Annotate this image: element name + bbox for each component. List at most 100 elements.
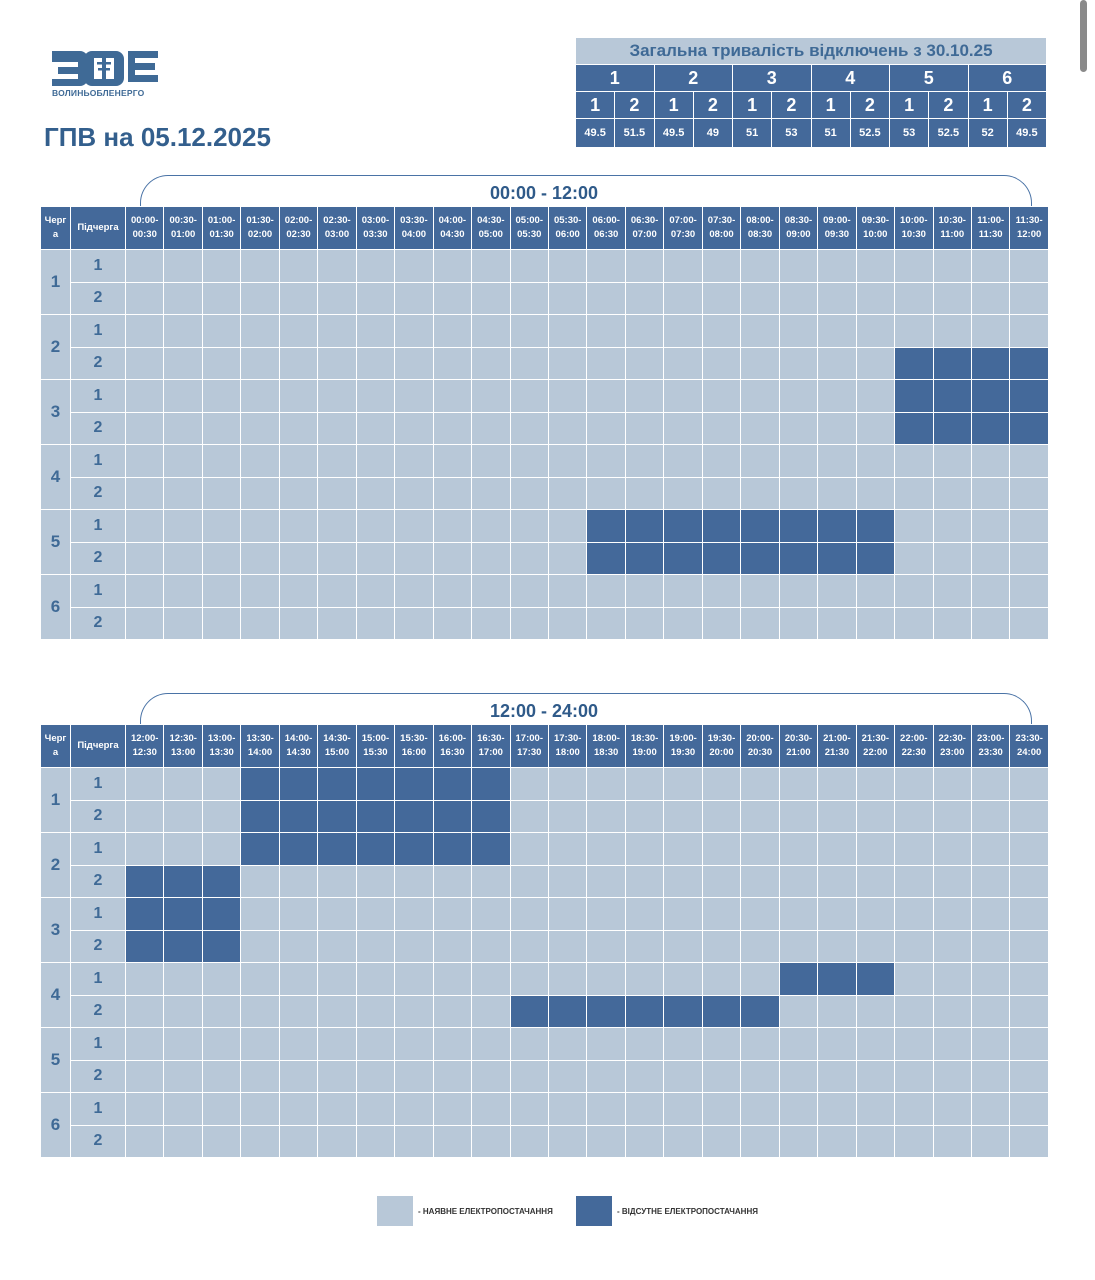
power-cell	[740, 1059, 780, 1093]
power-cell	[663, 897, 703, 931]
power-cell	[970, 962, 1011, 996]
power-cell	[547, 379, 588, 413]
power-cell	[586, 929, 626, 963]
power-cell	[932, 929, 972, 963]
power-cell	[970, 864, 1011, 898]
power-cell	[894, 541, 934, 575]
power-cell	[663, 929, 703, 963]
power-cell	[817, 1027, 857, 1061]
schedule-row: 2	[41, 1124, 1049, 1158]
power-cell	[740, 476, 780, 510]
power-cell	[163, 281, 203, 315]
scrollbar[interactable]	[1080, 0, 1087, 72]
time-slot-header: 13:30-14:00	[240, 724, 280, 768]
power-cell	[471, 346, 511, 380]
power-cell	[817, 864, 857, 898]
power-cell	[778, 1059, 819, 1093]
power-cell	[163, 314, 203, 348]
power-cell	[124, 476, 165, 510]
time-slot-header: 04:30-05:00	[471, 206, 511, 250]
power-cell	[1009, 249, 1049, 283]
time-slot-header: 17:30-18:00	[547, 724, 588, 768]
power-cell	[817, 832, 857, 866]
power-cell	[817, 314, 857, 348]
power-cell	[817, 411, 857, 445]
schedule-row: 2	[41, 864, 1049, 898]
power-cell	[201, 1027, 242, 1061]
time-slot-header: 12:00-12:30	[124, 724, 165, 768]
power-cell	[970, 929, 1011, 963]
power-cell	[471, 1027, 511, 1061]
queue-number: 4	[40, 962, 71, 1028]
power-cell	[509, 509, 549, 543]
subqueue-number: 2	[70, 411, 126, 445]
power-cell	[624, 574, 665, 608]
page-title: ГПВ на 05.12.2025	[44, 122, 271, 152]
power-cell	[278, 962, 319, 996]
power-cell	[547, 541, 588, 575]
power-cell	[355, 1027, 396, 1061]
power-cell	[1009, 864, 1049, 898]
power-cell	[547, 929, 588, 963]
power-cell	[163, 767, 203, 801]
summary-group: 2	[653, 64, 733, 92]
power-cell	[509, 314, 549, 348]
outage-cell	[163, 864, 203, 898]
power-cell	[586, 281, 626, 315]
power-cell	[586, 606, 626, 640]
power-cell	[278, 606, 319, 640]
power-cell	[1009, 1059, 1049, 1093]
power-cell	[1009, 281, 1049, 315]
power-cell	[355, 864, 396, 898]
power-cell	[970, 1059, 1011, 1093]
time-slot-header: 16:30-17:00	[471, 724, 511, 768]
outage-cell	[624, 994, 665, 1028]
power-cell	[394, 1027, 434, 1061]
summary-value: 49	[692, 118, 734, 148]
power-cell	[701, 249, 742, 283]
power-cell	[201, 346, 242, 380]
summary-subgroup: 2	[614, 91, 655, 119]
power-cell	[1009, 444, 1049, 478]
power-cell	[894, 509, 934, 543]
summary-group: 1	[575, 64, 655, 92]
schedule-row: 2	[41, 799, 1049, 833]
power-cell	[970, 1124, 1011, 1158]
schedule-row: 2	[41, 606, 1049, 640]
power-cell	[547, 962, 588, 996]
outage-cell	[124, 864, 165, 898]
power-cell	[432, 1027, 473, 1061]
outage-cell	[547, 994, 588, 1028]
outage-cell	[471, 799, 511, 833]
power-cell	[163, 346, 203, 380]
power-cell	[740, 929, 780, 963]
power-cell	[201, 962, 242, 996]
subqueue-number: 1	[70, 249, 126, 283]
power-cell	[932, 864, 972, 898]
power-cell	[240, 509, 280, 543]
power-cell	[855, 929, 896, 963]
power-cell	[778, 574, 819, 608]
power-cell	[509, 767, 549, 801]
summary-group: 4	[810, 64, 890, 92]
power-cell	[547, 606, 588, 640]
logo-subtitle: ВОЛИНЬОБЛЕНЕРГО	[52, 88, 145, 98]
power-cell	[240, 1059, 280, 1093]
power-cell	[586, 1092, 626, 1126]
power-cell	[317, 897, 357, 931]
power-cell	[624, 929, 665, 963]
power-cell	[586, 864, 626, 898]
summary-value: 53	[888, 118, 930, 148]
outage-cell	[586, 994, 626, 1028]
power-cell	[624, 799, 665, 833]
power-cell	[432, 897, 473, 931]
power-cell	[932, 476, 972, 510]
summary-subgroup: 2	[849, 91, 891, 119]
subqueue-number: 1	[70, 379, 126, 413]
power-cell	[124, 1092, 165, 1126]
power-cell	[586, 476, 626, 510]
power-cell	[701, 767, 742, 801]
summary-subgroup: 1	[967, 91, 1008, 119]
outage-cell	[240, 767, 280, 801]
